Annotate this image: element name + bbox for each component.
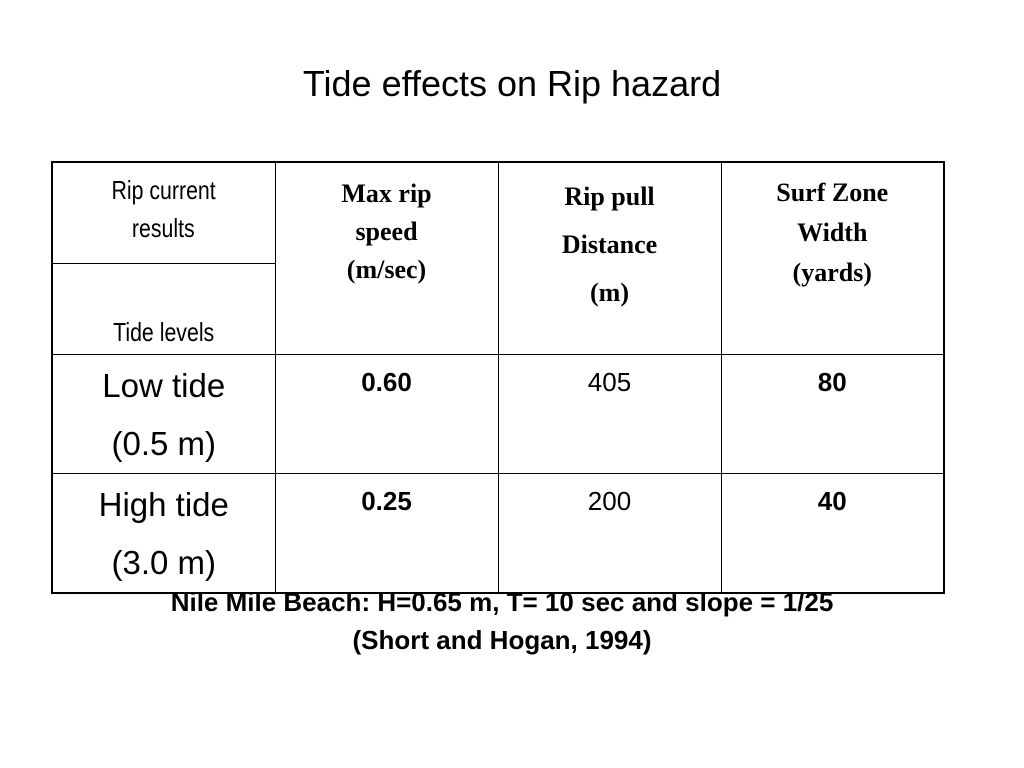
caption-beach-parameters: Nile Mile Beach: H=0.65 m, T= 10 sec and… — [170, 587, 834, 617]
slide-title: Tide effects on Rip hazard — [302, 63, 722, 104]
header-surf-zone-width-unit: (yards) — [792, 258, 872, 287]
header-max-rip-speed-unit: (m/sec) — [346, 255, 427, 284]
header-rip-pull-distance-line-1: Rip pull — [564, 182, 655, 211]
row-label-high-tide-level: (3.0 m) — [111, 544, 216, 581]
header-rip-pull-distance-unit: (m) — [590, 278, 629, 307]
header-row-top: Rip current results Max rip speed (m/sec… — [51, 161, 945, 355]
header-max-rip-speed: Max rip speed (m/sec) — [274, 161, 499, 355]
cell-high-tide-rip-pull-distance: 200 — [497, 473, 722, 594]
header-max-rip-speed-line-2: speed — [355, 217, 418, 246]
row-label-low-tide-name: Low tide — [102, 367, 226, 404]
corner-tide-levels-label: Tide levels — [113, 317, 215, 347]
cell-high-tide-max-rip-speed: 0.25 — [274, 473, 499, 594]
row-label-high-tide-name: High tide — [98, 486, 229, 523]
row-label-low-tide-level: (0.5 m) — [111, 425, 216, 462]
cell-low-tide-surf-zone-width: 80 — [720, 354, 945, 474]
table-caption: Nile Mile Beach: H=0.65 m, T= 10 sec and… — [0, 583, 1004, 659]
header-rip-pull-distance-line-2: Distance — [561, 230, 658, 259]
header-rip-pull-distance: Rip pull Distance (m) — [497, 161, 722, 355]
header-max-rip-speed-line-1: Max rip — [341, 179, 432, 208]
corner-results-line-1: Rip current — [111, 175, 216, 205]
header-surf-zone-width-line-2: Width — [797, 218, 868, 247]
header-row-bottom: Tide levels — [51, 263, 944, 355]
caption-citation: (Short and Hogan, 1994) — [352, 625, 652, 655]
table-row: High tide (3.0 m) 0.25 200 40 — [51, 473, 945, 594]
cell-high-tide-surf-zone-width: 40 — [720, 473, 945, 594]
rip-hazard-table: Rip current results Max rip speed (m/sec… — [51, 161, 945, 594]
corner-cell-tide-levels: Tide levels — [51, 263, 276, 355]
row-label-high-tide: High tide (3.0 m) — [51, 473, 276, 594]
corner-results-line-2: results — [132, 213, 196, 243]
table-row: Low tide (0.5 m) 0.60 405 80 — [51, 354, 945, 474]
cell-low-tide-rip-pull-distance: 405 — [497, 354, 722, 474]
corner-cell-results: Rip current results — [51, 161, 276, 264]
header-surf-zone-width-line-1: Surf Zone — [776, 178, 889, 207]
cell-low-tide-max-rip-speed: 0.60 — [274, 354, 499, 474]
row-label-low-tide: Low tide (0.5 m) — [51, 354, 276, 474]
header-surf-zone-width: Surf Zone Width (yards) — [720, 161, 945, 355]
